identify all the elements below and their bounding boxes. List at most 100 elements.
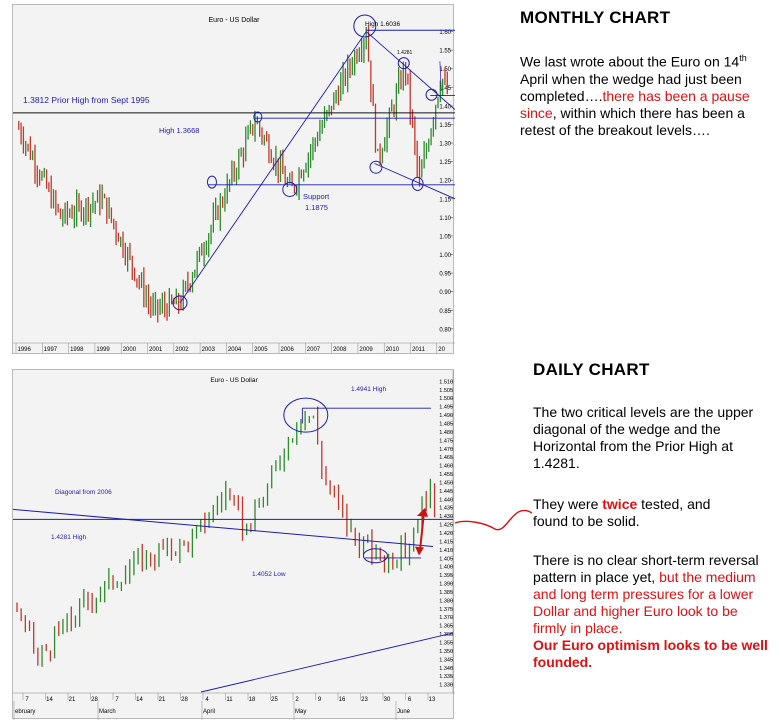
- y-tick-label: 1.485: [439, 421, 453, 427]
- y-tick-label: 0.95: [439, 272, 451, 278]
- y-tick-label: 1.330: [439, 683, 453, 689]
- x-tick-label: 2009: [359, 347, 373, 353]
- y-tick-label: 1.30: [439, 142, 451, 148]
- x-tick-label: 2002: [175, 347, 189, 353]
- y-tick-label: 1.420: [439, 531, 453, 537]
- x-tick-label: 30: [384, 697, 391, 703]
- x-tick-label: 2005: [254, 347, 268, 353]
- y-tick-label: 1.410: [439, 548, 453, 554]
- daily-chart: Euro - US Dollar 1.510 1.505 1.500 1.495 1.49…: [12, 369, 455, 720]
- monthly-paragraph: We last wrote about the Euro on 14th Apr…: [520, 53, 750, 138]
- circle-2009-high: [397, 57, 410, 70]
- x-tick-label: 2008: [333, 347, 347, 353]
- y-tick-label: 1.460: [439, 464, 453, 470]
- label-1-4281: 1.4281: [397, 50, 413, 56]
- y-tick-label: 1.390: [439, 582, 453, 588]
- x-tick-label: 1996: [18, 347, 32, 353]
- x-tick-label: 2000: [123, 347, 137, 353]
- y-tick-label: 1.480: [439, 430, 453, 436]
- wedge-lower: [374, 163, 455, 200]
- x-tick-label: 1997: [44, 347, 58, 353]
- label-1-4052-low: 1.4052 Low: [252, 571, 286, 578]
- y-tick-label: 1.495: [439, 405, 453, 411]
- x-tick-label: 9: [318, 697, 322, 703]
- y-tick-label: 1.470: [439, 447, 453, 453]
- y-tick-label: 1.500: [439, 396, 453, 402]
- x-tick-label: 21: [159, 697, 166, 703]
- y-tick-label: 1.510: [439, 379, 453, 385]
- red-arrow-shaft: [419, 511, 425, 551]
- label-high-1-3668: High 1.3668: [159, 126, 199, 135]
- y-tick-label: 1.425: [439, 523, 453, 529]
- y-tick-label: 0.85: [439, 309, 451, 315]
- x-tick-label: 28: [181, 697, 188, 703]
- circle-daily-low: [362, 548, 388, 564]
- x-tick-label: 14: [136, 697, 143, 703]
- circle-2008-high: [353, 14, 377, 38]
- y-tick-label: 1.05: [439, 234, 451, 240]
- y-tick-label: 1.355: [439, 641, 453, 647]
- red-arrow-head-down: [415, 546, 424, 556]
- monthly-chart-svg: Euro - US Dollar1.601.551.501.451.401.35…: [13, 14, 455, 353]
- y-tick-label: 1.445: [439, 489, 453, 495]
- label-support: Support: [303, 192, 330, 201]
- y-tick-label: 1.20: [439, 179, 451, 185]
- daily-chart-svg: Euro - US Dollar 1.510 1.505 1.500 1.495 1.49…: [13, 370, 455, 720]
- label-high-1-6036: High 1.6036: [365, 21, 400, 28]
- x-tick-label: 11: [226, 697, 233, 703]
- label-1-1875: 1.1875: [305, 203, 328, 212]
- x-tick-label: 2007: [307, 347, 321, 353]
- y-tick-label: 1.360: [439, 632, 453, 638]
- x-tick-label: 25: [271, 697, 278, 703]
- x-month-label: ebruary: [15, 709, 35, 715]
- y-tick-label: 1.370: [439, 615, 453, 621]
- circle-2005-low: [282, 182, 298, 198]
- daily-paragraph-1: The two critical levels are the upper di…: [533, 404, 754, 471]
- y-tick-label: 1.55: [439, 49, 451, 55]
- y-tick-label: 1.490: [439, 413, 453, 419]
- lower-trendline: [200, 632, 454, 693]
- chart-title: Euro - US Dollar: [210, 377, 258, 384]
- y-tick-label: 1.405: [439, 556, 453, 562]
- y-tick-label: 0.80: [439, 327, 451, 333]
- y-tick-label: 1.435: [439, 506, 453, 512]
- x-tick-label: 2006: [281, 347, 295, 353]
- label-pointer: [439, 61, 442, 92]
- y-tick-label: 1.395: [439, 573, 453, 579]
- x-month-label: May: [295, 709, 306, 715]
- red-arrow-head-up: [417, 507, 428, 517]
- wedge-upper: [365, 31, 455, 110]
- y-tick-label: 1.505: [439, 388, 453, 394]
- y-tick-label: 1.335: [439, 674, 453, 680]
- y-tick-label: 1.00: [439, 253, 451, 259]
- monthly-heading: MONTHLY CHART: [520, 8, 671, 27]
- y-tick-label: 1.15: [439, 197, 451, 203]
- x-tick-label: 1999: [96, 347, 110, 353]
- x-tick-label: 4: [205, 697, 209, 703]
- connector-curve: [454, 509, 533, 531]
- x-tick-label: 18: [249, 697, 256, 703]
- x-month-label: March: [99, 709, 116, 715]
- x-tick-label: 16: [339, 697, 346, 703]
- y-tick-label: 1.375: [439, 607, 453, 613]
- y-tick-label: 1.380: [439, 598, 453, 604]
- y-tick-label: 1.40: [439, 104, 451, 110]
- x-tick-label: 2003: [202, 347, 216, 353]
- circle-2010-low: [411, 176, 424, 191]
- x-tick-label: 7: [25, 697, 29, 703]
- y-tick-label: 1.455: [439, 472, 453, 478]
- x-month-label: April: [203, 709, 215, 715]
- x-tick-label: 21: [69, 697, 76, 703]
- diagonal-from-2006: [13, 508, 434, 547]
- y-tick-label: 1.400: [439, 565, 453, 571]
- label-diagonal-from-2006: Diagonal from 2006: [55, 489, 112, 496]
- monthly-chart: Euro - US Dollar1.601.551.501.451.401.35…: [12, 4, 455, 354]
- daily-paragraph-3: There is no clear short-term reversal pa…: [533, 552, 768, 670]
- x-tick-label: 2: [295, 697, 299, 703]
- x-tick-label: 1998: [70, 347, 84, 353]
- x-tick-label: 13: [429, 697, 436, 703]
- x-tick-label: 2010: [386, 347, 400, 353]
- x-tick-label: 23: [361, 697, 368, 703]
- long-term-uptrend: [179, 31, 367, 304]
- label-prior-high: 1.3812 Prior High from Sept 1995: [23, 95, 150, 105]
